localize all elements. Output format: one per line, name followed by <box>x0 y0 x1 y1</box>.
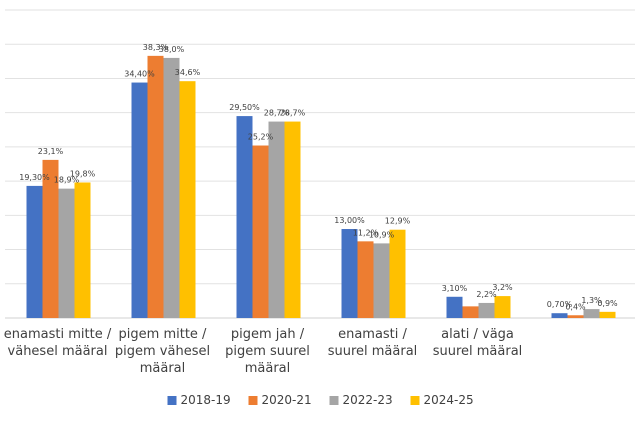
data-label: 29,50% <box>229 103 260 112</box>
data-label: 19,8% <box>70 169 96 178</box>
bar-2024-25-3 <box>389 229 406 318</box>
bar-2020-21-1 <box>147 55 164 318</box>
bars <box>26 55 616 319</box>
bar-2024-25-1 <box>179 81 196 318</box>
category-label: pigem vähesel <box>115 344 210 359</box>
category-label: enamasti / <box>338 327 407 342</box>
data-label: 10,9% <box>369 230 395 239</box>
data-label: 38,0% <box>159 45 185 54</box>
data-label: 28,7% <box>280 109 306 118</box>
data-label: 3,10% <box>442 284 468 293</box>
category-label: pigem jah / <box>231 327 305 342</box>
category-label: alati / väga <box>441 327 514 342</box>
bar-2022-23-3 <box>373 243 390 318</box>
bar-2024-25-2 <box>284 121 301 318</box>
data-label: 2,2% <box>476 290 497 299</box>
data-label: 34,6% <box>175 68 201 77</box>
bar-2022-23-5 <box>583 309 600 318</box>
bar-2022-23-1 <box>163 57 180 319</box>
category-label: määral <box>140 361 186 376</box>
category-label: pigem suurel <box>225 344 310 359</box>
bar-2018-19-3 <box>341 229 358 318</box>
category-label: vähesel määral <box>8 344 108 359</box>
bar-2020-21-4 <box>462 306 479 318</box>
bar-2024-25-4 <box>494 296 511 318</box>
legend-swatch <box>329 396 339 405</box>
bar-2024-25-0 <box>74 182 91 318</box>
data-label: 0,4% <box>565 302 586 311</box>
legend-swatch <box>410 396 420 405</box>
category-label: suurel määral <box>433 344 523 359</box>
bar-2024-25-5 <box>599 311 616 318</box>
bar-2018-19-2 <box>236 116 253 318</box>
data-label: 18,9% <box>54 176 80 185</box>
data-label: 28,7% <box>264 109 290 118</box>
legend-label: 2022-23 <box>343 393 393 407</box>
legend: 2018-19 2020-21 2022-23 2024-25 <box>167 393 474 407</box>
category-label: määral <box>245 361 291 376</box>
category-label: suurel määral <box>328 344 418 359</box>
data-label: 3,2% <box>492 283 513 292</box>
grid-lines <box>5 9 635 319</box>
bar-2018-19-0 <box>26 185 43 318</box>
data-label: 13,00% <box>334 216 365 225</box>
data-label: 25,2% <box>248 133 274 142</box>
data-label: 19,30% <box>19 173 50 182</box>
data-label: 0,9% <box>597 299 618 308</box>
bar-2020-21-0 <box>42 159 59 318</box>
data-label: 0,70% <box>547 300 573 309</box>
data-label: 38,3% <box>143 43 169 52</box>
bar-2020-21-2 <box>252 145 269 318</box>
category-label: pigem mitte / <box>119 327 208 342</box>
x-axis: enamasti mitte / vähesel määral pigem mitt… <box>4 327 523 376</box>
data-label: 23,1% <box>38 147 64 156</box>
bar-2020-21-5 <box>567 315 584 318</box>
data-label: 11,2% <box>353 228 379 237</box>
category-label: enamasti mitte / <box>4 327 112 342</box>
bar-2018-19-5 <box>551 313 568 318</box>
legend-label: 2020-21 <box>262 393 312 407</box>
bar-2022-23-2 <box>268 121 285 318</box>
data-label: 12,9% <box>385 217 411 226</box>
bar-2018-19-4 <box>446 296 463 318</box>
data-labels: 19,30% 23,1% 18,9%19,8% 34,40% 38,3%38,0% 34,… <box>19 43 618 311</box>
data-label: 34,40% <box>124 70 155 79</box>
legend-swatch <box>248 396 258 405</box>
data-label: 1,3% <box>581 296 602 305</box>
legend-label: 2024-25 <box>424 393 474 407</box>
bar-2022-23-4 <box>478 302 495 318</box>
legend-swatch <box>167 396 177 405</box>
bar-2022-23-0 <box>58 188 75 318</box>
bar-2018-19-1 <box>131 82 148 318</box>
bar-2020-21-3 <box>357 241 374 318</box>
legend-label: 2018-19 <box>181 393 231 407</box>
